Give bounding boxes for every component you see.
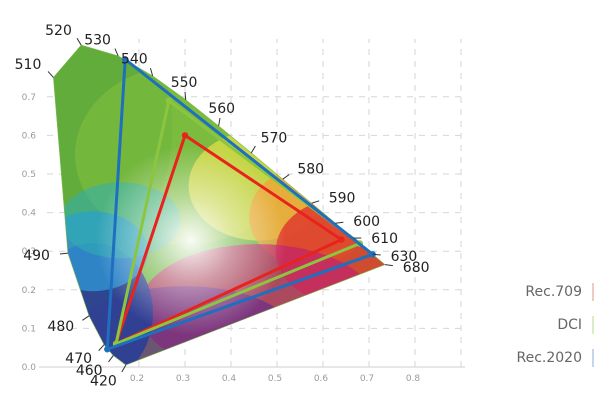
wavelength-tick xyxy=(384,264,393,267)
y-tick-label: 0.3 xyxy=(22,247,36,257)
wavelength-label: 540 xyxy=(121,52,148,68)
locus-fill xyxy=(53,45,385,366)
gamut-rec709-triangle xyxy=(114,133,343,346)
wavelength-label: 420 xyxy=(90,374,117,390)
legend-item-rec2020: Rec.2020 xyxy=(480,348,596,368)
wavelength-tick xyxy=(98,344,105,351)
wavelength-tick xyxy=(82,315,90,321)
x-tick-label: 0.8 xyxy=(406,374,421,384)
x-tick-label: 0.5 xyxy=(268,374,282,384)
legend-label: DCI xyxy=(557,317,582,333)
legend-swatch xyxy=(592,283,594,301)
wavelength-tick xyxy=(47,71,54,78)
wavelength-label: 600 xyxy=(353,214,380,230)
wavelength-label: 560 xyxy=(208,101,235,117)
wavelength-tick xyxy=(76,38,82,46)
wavelength-tick xyxy=(114,48,119,57)
gamut-dci-vertex xyxy=(165,97,173,104)
wavelength-tick xyxy=(149,68,154,76)
gamut-rec709-vertex xyxy=(338,236,345,243)
wavelength-label: 580 xyxy=(297,162,324,178)
legend-item-rec709: Rec.709 xyxy=(480,282,596,302)
gamut-triangles-layer xyxy=(104,56,376,353)
y-tick-label: 0.2 xyxy=(22,286,36,296)
wavelength-label: 480 xyxy=(47,319,74,335)
wavelength-tick xyxy=(184,91,187,100)
x-tick-label: 0.2 xyxy=(130,374,144,384)
legend: Rec.709 DCI Rec.2020 xyxy=(480,282,596,381)
x-tick-label: 0.6 xyxy=(314,374,329,384)
gamut-rec2020-vertex xyxy=(122,56,129,63)
y-tick-label: 0.1 xyxy=(22,324,36,334)
wavelength-tick xyxy=(121,364,127,373)
wavelength-label: 680 xyxy=(403,260,430,276)
y-tick-label: 0.5 xyxy=(22,170,36,180)
spectral-locus-layer xyxy=(53,44,386,366)
legend-swatch xyxy=(592,349,594,367)
wavelength-tick xyxy=(282,174,290,180)
cie-chromaticity-diagram: 0.0 0.1 0.2 0.3 0.4 0.5 0.6 0.7 0.2 0.3 0.4 0.5 0.6 0… xyxy=(15,23,465,390)
wavelength-label: 510 xyxy=(15,57,42,73)
legend-swatch xyxy=(592,316,594,334)
legend-item-dci: DCI xyxy=(480,315,596,335)
wavelength-tick xyxy=(59,252,68,255)
x-tick-label: 0.3 xyxy=(176,374,190,384)
wavelength-label: 490 xyxy=(23,248,50,264)
legend-label: Rec.709 xyxy=(525,284,582,300)
y-tick-label: 0.4 xyxy=(22,209,37,219)
gamut-rec709-vertex xyxy=(181,132,189,139)
wavelength-label: 520 xyxy=(45,23,72,39)
x-tick-label: 0.7 xyxy=(360,374,374,384)
wavelength-label: 630 xyxy=(391,249,418,265)
wavelength-tick xyxy=(250,145,256,154)
labels-layer: 0.0 0.1 0.2 0.3 0.4 0.5 0.6 0.7 0.2 0.3 0.4 0.5 0.6 0… xyxy=(15,23,430,390)
wavelength-label: 590 xyxy=(329,191,356,207)
wavelength-tick xyxy=(108,355,114,363)
wavelength-tick xyxy=(372,253,381,256)
wavelength-tick xyxy=(218,117,221,127)
wavelength-label: 610 xyxy=(371,231,398,247)
wavelength-label: 570 xyxy=(261,130,288,146)
wavelength-label: 470 xyxy=(65,351,92,367)
x-tick-label: 0.4 xyxy=(222,374,237,384)
gamut-rec2020-vertex xyxy=(104,346,111,353)
wavelength-label: 530 xyxy=(84,32,111,48)
wavelength-label: 460 xyxy=(76,363,103,379)
wavelength-tick xyxy=(335,221,344,224)
wavelength-label: 550 xyxy=(171,75,198,91)
y-tick-label: 0.0 xyxy=(22,363,37,373)
gamut-dci-triangle xyxy=(114,99,362,346)
y-tick-label: 0.7 xyxy=(22,93,36,103)
wavelength-tick xyxy=(311,200,320,204)
legend-label: Rec.2020 xyxy=(516,350,583,366)
gamut-rec2020-triangle xyxy=(105,57,375,351)
y-tick-label: 0.6 xyxy=(22,131,37,141)
